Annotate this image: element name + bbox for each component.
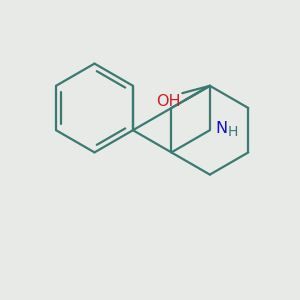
Text: OH: OH	[156, 94, 181, 109]
Text: H: H	[227, 125, 238, 139]
Text: N: N	[215, 121, 227, 136]
